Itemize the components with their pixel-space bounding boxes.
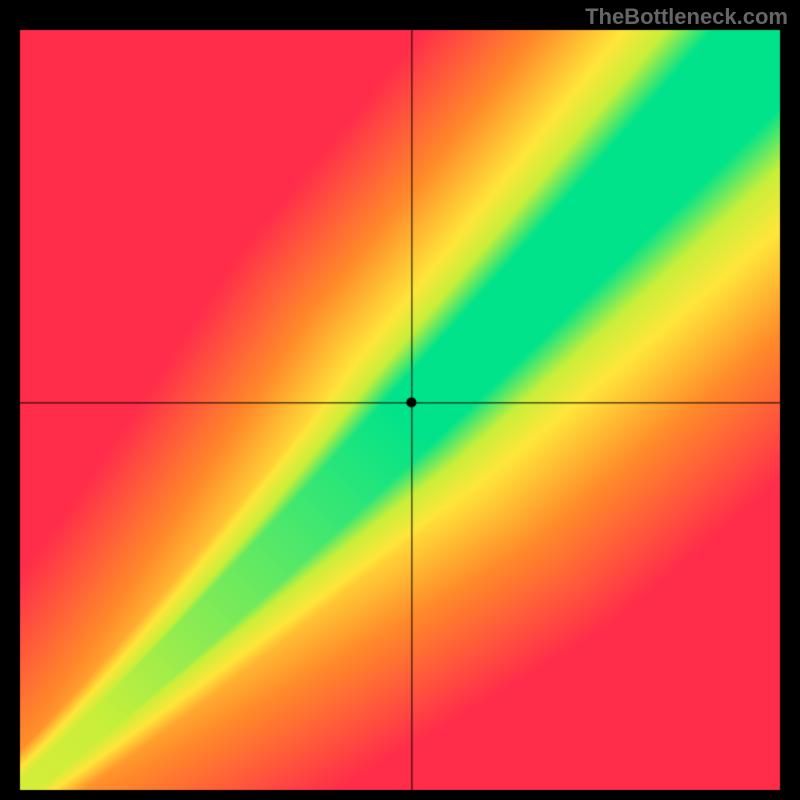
chart-container: TheBottleneck.com [0, 0, 800, 800]
crosshair-overlay [0, 0, 800, 800]
watermark-text: TheBottleneck.com [585, 4, 788, 30]
